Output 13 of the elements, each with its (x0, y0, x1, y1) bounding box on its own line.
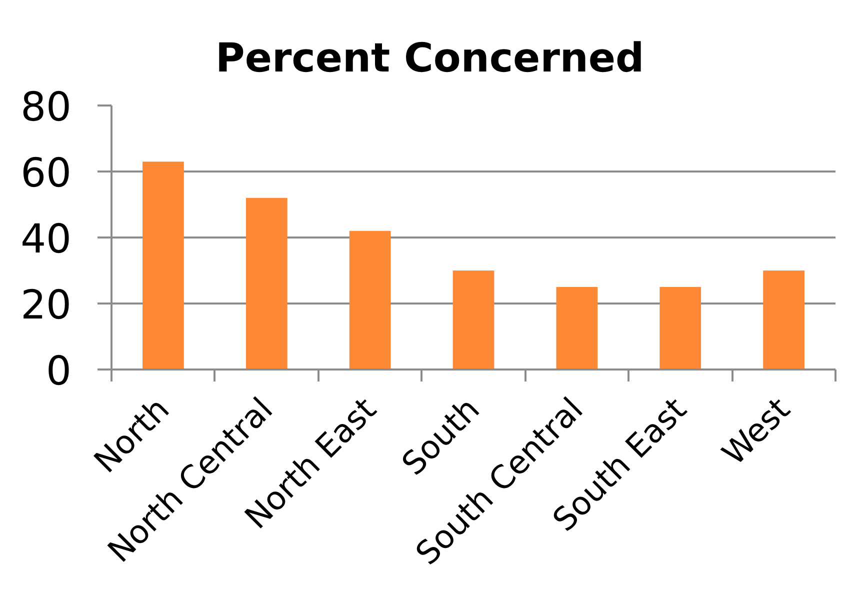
bar (763, 270, 804, 370)
y-tick-label: 0 (46, 348, 72, 394)
chart-title: Percent Concerned (216, 36, 644, 82)
y-tick-label: 20 (20, 282, 72, 328)
bar (246, 198, 288, 370)
bar (142, 162, 184, 370)
y-tick-label: 60 (20, 150, 72, 196)
y-tick-label: 40 (20, 216, 72, 262)
bar (452, 270, 494, 370)
bar (660, 287, 702, 370)
y-tick-label: 80 (20, 84, 72, 130)
bar (349, 230, 391, 370)
bar (556, 287, 598, 370)
